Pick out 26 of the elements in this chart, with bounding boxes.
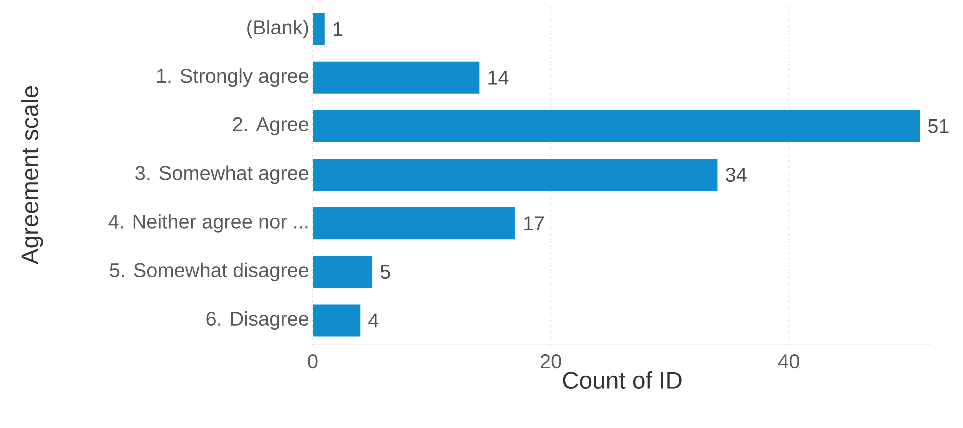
y-tick-label: 6. Disagree bbox=[206, 311, 309, 330]
x-tick-label: 20 bbox=[540, 354, 562, 369]
data-label: 17 bbox=[524, 216, 544, 230]
bar bbox=[313, 13, 325, 46]
y-tick-label: (Blank) bbox=[248, 20, 308, 39]
bar bbox=[313, 62, 480, 94]
y-tick-label: 1. Strongly agree bbox=[157, 68, 309, 88]
bar bbox=[313, 256, 373, 288]
bar bbox=[313, 304, 361, 337]
data-label: 4 bbox=[368, 314, 379, 328]
data-label: 51 bbox=[928, 119, 949, 134]
y-tick-label: 4. Neither agree nor ... bbox=[108, 214, 308, 233]
data-label: 1 bbox=[334, 22, 343, 36]
y-axis-title: Agreement scale bbox=[21, 86, 44, 265]
x-tick-label: 0 bbox=[308, 354, 318, 369]
bar bbox=[313, 110, 920, 142]
data-label: 14 bbox=[488, 71, 509, 85]
y-tick-label: 5. Somewhat disagree bbox=[110, 262, 309, 282]
data-label: 5 bbox=[380, 265, 390, 280]
y-tick-label: 2. Agree bbox=[233, 117, 309, 136]
x-tick-label: 40 bbox=[778, 354, 800, 369]
bar bbox=[313, 208, 516, 240]
x-axis-title: Count of ID bbox=[563, 371, 682, 390]
y-tick-label: 3. Somewhat agree bbox=[136, 166, 309, 184]
data-label: 34 bbox=[726, 168, 747, 182]
bar bbox=[313, 158, 718, 192]
